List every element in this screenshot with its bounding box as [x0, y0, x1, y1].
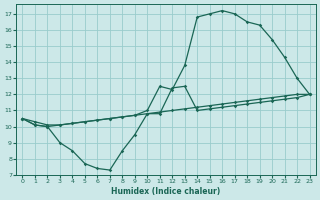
- X-axis label: Humidex (Indice chaleur): Humidex (Indice chaleur): [111, 187, 221, 196]
